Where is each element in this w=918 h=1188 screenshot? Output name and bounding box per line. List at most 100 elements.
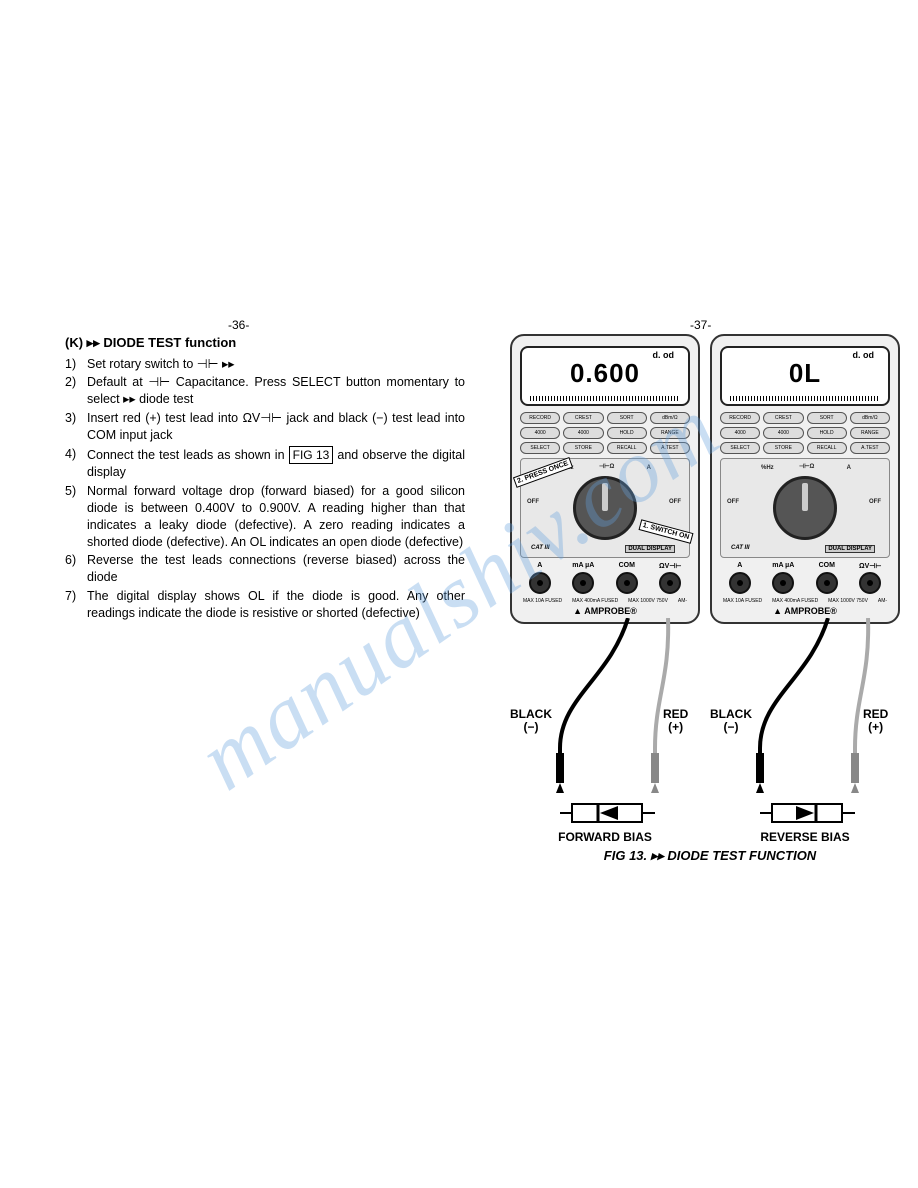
range-button[interactable]: 4000 <box>763 427 803 439</box>
section-letter: (K) <box>65 335 83 350</box>
jack-label-ohmv: ΩV⊣⊢ <box>655 562 685 570</box>
brand-label: ▲ AMPROBE® <box>718 606 892 616</box>
hold-button[interactable]: HOLD <box>807 427 847 439</box>
step-number: 5) <box>65 483 87 551</box>
probe-label-black: BLACK(−) <box>710 708 752 734</box>
dual-display-badge: DUAL DISPLAY <box>625 545 675 553</box>
rotary-dial-area: OFF %Hz ⊣⊢Ω A OFF CAT III DUAL DISPLAY 2… <box>520 458 690 558</box>
rotary-dial[interactable] <box>773 476 837 540</box>
select-button[interactable]: SELECT <box>520 442 560 454</box>
step-7: 7) The digital display shows OL if the d… <box>65 588 465 622</box>
max-ratings: MAX 10A FUSEDMAX 400mA FUSED MAX 1000V 7… <box>518 598 692 604</box>
jack-com[interactable] <box>816 572 838 594</box>
step-2: 2) Default at ⊣⊢ Capacitance. Press SELE… <box>65 374 465 408</box>
diode-icon: ▸▸ <box>87 335 100 350</box>
leads-svg <box>510 618 910 858</box>
bargraph-icon <box>730 396 880 401</box>
step-number: 1) <box>65 356 87 373</box>
jack-ma[interactable] <box>572 572 594 594</box>
dial-label-off: OFF <box>527 499 539 505</box>
jack-a[interactable] <box>529 572 551 594</box>
sort-button[interactable]: SORT <box>607 412 647 424</box>
multimeter-reverse: d. od 0L RECORD CREST SORT dBm/Ω 4000 40… <box>710 334 900 624</box>
section-heading: (K) ▸▸ DIODE TEST function <box>65 334 465 352</box>
dbm-button[interactable]: dBm/Ω <box>650 412 690 424</box>
step-text: Insert red (+) test lead into ΩV⊣⊢ jack … <box>87 410 465 444</box>
page-number-right: -37- <box>690 318 711 332</box>
rotary-dial[interactable] <box>573 476 637 540</box>
cat-rating: CAT III <box>531 545 550 551</box>
max-ratings: MAX 10A FUSEDMAX 400mA FUSED MAX 1000V 7… <box>718 598 892 604</box>
dial-label-ohm: ⊣⊢Ω <box>599 463 614 470</box>
jack-a[interactable] <box>729 572 751 594</box>
lcd-annunciator: d. od <box>853 350 875 360</box>
reverse-bias-label: REVERSE BIAS <box>710 830 900 844</box>
jack-label-a: A <box>525 562 555 570</box>
jack-ohmv[interactable] <box>859 572 881 594</box>
probe-label-red: RED(+) <box>863 708 888 734</box>
jack-label-ma: mA µA <box>768 562 798 570</box>
meters-row: d. od 0.600 RECORD CREST SORT dBm/Ω 4000… <box>510 334 910 624</box>
record-button[interactable]: RECORD <box>720 412 760 424</box>
atest-button[interactable]: A.TEST <box>850 442 890 454</box>
page-number-left: -36- <box>228 318 249 332</box>
range-button[interactable]: RANGE <box>850 427 890 439</box>
callout-press: 2. PRESS ONCE <box>513 457 573 488</box>
atest-button[interactable]: A.TEST <box>650 442 690 454</box>
section-title-text: DIODE TEST function <box>103 335 236 350</box>
jack-label-com: COM <box>812 562 842 570</box>
bargraph-icon <box>530 396 680 401</box>
figure-reference: FIG 13 <box>289 446 334 464</box>
step-5: 5) Normal forward voltage drop (forward … <box>65 483 465 551</box>
jack-ohmv[interactable] <box>659 572 681 594</box>
recall-button[interactable]: RECALL <box>607 442 647 454</box>
dial-label-hz: %Hz <box>761 465 774 471</box>
step-text: Normal forward voltage drop (forward bia… <box>87 483 465 551</box>
dial-label-off: OFF <box>669 499 681 505</box>
range-button[interactable]: RANGE <box>650 427 690 439</box>
dial-label-ohm: ⊣⊢Ω <box>799 463 814 470</box>
step-4: 4) Connect the test leads as shown in FI… <box>65 446 465 481</box>
cat-rating: CAT III <box>731 545 750 551</box>
probe-label-red: RED(+) <box>663 708 688 734</box>
range-button[interactable]: 4000 <box>720 427 760 439</box>
button-area: RECORD CREST SORT dBm/Ω 4000 4000 HOLD R… <box>520 412 690 454</box>
lcd-display: d. od 0L <box>720 346 890 406</box>
figure-caption: FIG 13. ▸▸ DIODE TEST FUNCTION <box>510 848 910 864</box>
crest-button[interactable]: CREST <box>763 412 803 424</box>
jack-ma[interactable] <box>772 572 794 594</box>
record-button[interactable]: RECORD <box>520 412 560 424</box>
range-button[interactable]: 4000 <box>520 427 560 439</box>
dial-label-off: OFF <box>727 499 739 505</box>
step-number: 3) <box>65 410 87 444</box>
probe-label-black: BLACK(−) <box>510 708 552 734</box>
select-button[interactable]: SELECT <box>720 442 760 454</box>
store-button[interactable]: STORE <box>763 442 803 454</box>
jack-com[interactable] <box>616 572 638 594</box>
hold-button[interactable]: HOLD <box>607 427 647 439</box>
step-number: 6) <box>65 552 87 586</box>
crest-button[interactable]: CREST <box>563 412 603 424</box>
step-6: 6) Reverse the test leads connections (r… <box>65 552 465 586</box>
instruction-list: 1) Set rotary switch to ⊣⊢ ▸▸ 2) Default… <box>65 356 465 622</box>
sort-button[interactable]: SORT <box>807 412 847 424</box>
recall-button[interactable]: RECALL <box>807 442 847 454</box>
button-area: RECORD CREST SORT dBm/Ω 4000 4000 HOLD R… <box>720 412 890 454</box>
step-text: Default at ⊣⊢ Capacitance. Press SELECT … <box>87 374 465 408</box>
test-leads-diagram: BLACK(−) RED(+) BLACK(−) RED(+) FORWARD … <box>510 618 910 858</box>
text-column: (K) ▸▸ DIODE TEST function 1) Set rotary… <box>65 334 465 624</box>
step-text: The digital display shows OL if the diod… <box>87 588 465 622</box>
step-1: 1) Set rotary switch to ⊣⊢ ▸▸ <box>65 356 465 373</box>
range-button[interactable]: 4000 <box>563 427 603 439</box>
lcd-reading: 0.600 <box>570 358 640 388</box>
lcd-reading: 0L <box>789 358 821 388</box>
dbm-button[interactable]: dBm/Ω <box>850 412 890 424</box>
jack-label-ohmv: ΩV⊣⊢ <box>855 562 885 570</box>
jack-row <box>718 572 892 594</box>
step-number: 7) <box>65 588 87 622</box>
jack-label-com: COM <box>612 562 642 570</box>
figure-column: d. od 0.600 RECORD CREST SORT dBm/Ω 4000… <box>510 334 910 858</box>
store-button[interactable]: STORE <box>563 442 603 454</box>
brand-label: ▲ AMPROBE® <box>518 606 692 616</box>
dial-label-a: A <box>647 465 651 471</box>
